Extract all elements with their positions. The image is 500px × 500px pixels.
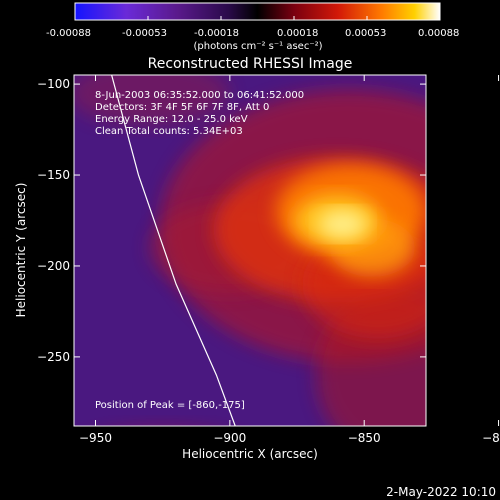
colorbar-tick-marks xyxy=(74,16,441,20)
time-range-annotation: 8-Jun-2003 06:35:52.000 to 06:41:52.000 xyxy=(95,90,304,101)
emission-blob xyxy=(477,246,500,304)
colorbar-tick-label: -0.00053 xyxy=(122,28,167,39)
x-tick-label: −850 xyxy=(348,431,381,445)
x-axis-ticks: −950 −900 −850 −800 xyxy=(79,75,500,445)
colorbar xyxy=(74,2,441,21)
peak-position-annotation: Position of Peak = [-860,-175] xyxy=(95,400,245,411)
y-tick-label: −200 xyxy=(37,259,70,273)
solar-limb-line xyxy=(111,75,236,426)
emission-blob xyxy=(318,209,367,239)
colorbar-tick-label: -0.00018 xyxy=(194,28,239,39)
colorbar-tick-label: 0.00018 xyxy=(277,28,318,39)
x-tick-label: −900 xyxy=(213,431,246,445)
colorbar-tick-label: -0.00088 xyxy=(46,28,91,39)
x-tick-label: −800 xyxy=(482,431,500,445)
clean-counts-annotation: Clean Total counts: 5.34E+03 xyxy=(95,126,243,137)
y-tick-label: −150 xyxy=(37,168,70,182)
colorbar-tick-label: 0.00053 xyxy=(345,28,386,39)
y-tick-label: −100 xyxy=(37,77,70,91)
energy-range-annotation: Energy Range: 12.0 - 25.0 keV xyxy=(95,114,248,125)
emission-blob xyxy=(74,75,230,126)
y-tick-label: −250 xyxy=(37,350,70,364)
plot-frame xyxy=(73,74,427,427)
emission-map xyxy=(74,75,500,426)
chart-title: Reconstructed RHESSI Image xyxy=(148,56,353,72)
colorbar-units-label: (photons cm⁻² s⁻¹ asec⁻²) xyxy=(193,41,322,52)
x-tick-label: −950 xyxy=(79,431,112,445)
detectors-annotation: Detectors: 3F 4F 5F 6F 7F 8F, Att 0 xyxy=(95,102,269,113)
y-axis-label: Heliocentric Y (arcsec) xyxy=(14,183,28,318)
timestamp: 2-May-2022 10:10 xyxy=(386,485,496,499)
x-axis-label: Heliocentric X (arcsec) xyxy=(182,447,318,461)
colorbar-tick-label: 0.00088 xyxy=(418,28,459,39)
y-axis-ticks: −100 −150 −200 −250 xyxy=(37,77,426,364)
